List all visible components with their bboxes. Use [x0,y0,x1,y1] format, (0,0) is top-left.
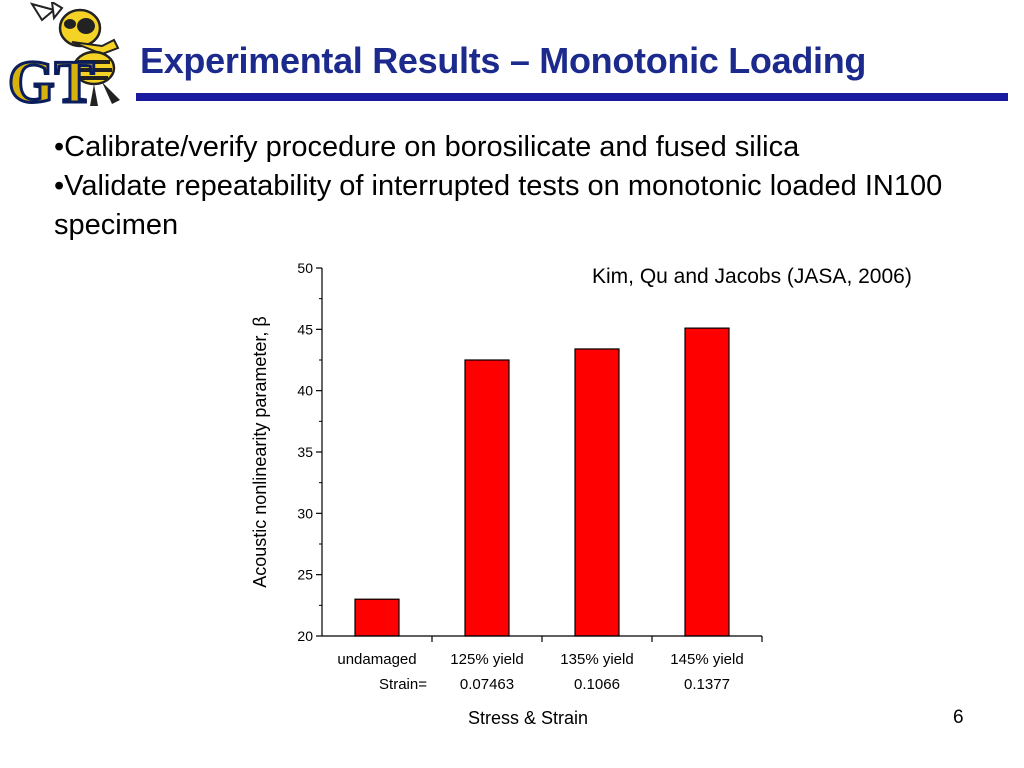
strain-label: Strain= [379,676,427,693]
x-tick-label: undamaged [337,651,416,668]
bullet-item: •Validate repeatability of interrupted t… [54,170,943,241]
strain-value: 0.1066 [574,676,620,693]
strain-value: 0.1377 [684,676,730,693]
georgia-tech-logo: GT [7,2,120,115]
bar [684,327,730,637]
yellow-jacket-mascot-icon [29,2,120,106]
x-tick-label: 145% yield [670,651,743,668]
x-tick-label: 125% yield [450,651,523,668]
slide-title: Experimental Results – Monotonic Loading [140,40,867,81]
bullet-item: •Calibrate/verify procedure on borosilic… [54,131,800,163]
strain-value: 0.07463 [460,676,514,693]
bar [354,598,400,637]
gt-monogram: GT [7,48,97,115]
bullet-list: •Calibrate/verify procedure on borosilic… [54,128,994,245]
bar [574,348,620,637]
y-tick-label: 45 [297,321,313,337]
y-axis-title: Acoustic nonlinearity parameter, β [250,316,270,588]
x-axis-title: Stress & Strain [468,708,588,728]
y-tick-label: 30 [297,505,313,521]
y-tick-label: 25 [297,567,313,583]
y-tick-label: 40 [297,383,313,399]
page-number: 6 [953,707,964,728]
y-tick-label: 35 [297,444,313,460]
bar [464,359,510,637]
y-tick-label: 20 [297,628,313,644]
y-tick-label: 50 [297,260,313,276]
citation: Kim, Qu and Jacobs (JASA, 2006) [592,265,912,288]
title-underline [136,93,1008,101]
x-tick-label: 135% yield [560,651,633,668]
gt-monogram-text: GT [8,49,95,114]
